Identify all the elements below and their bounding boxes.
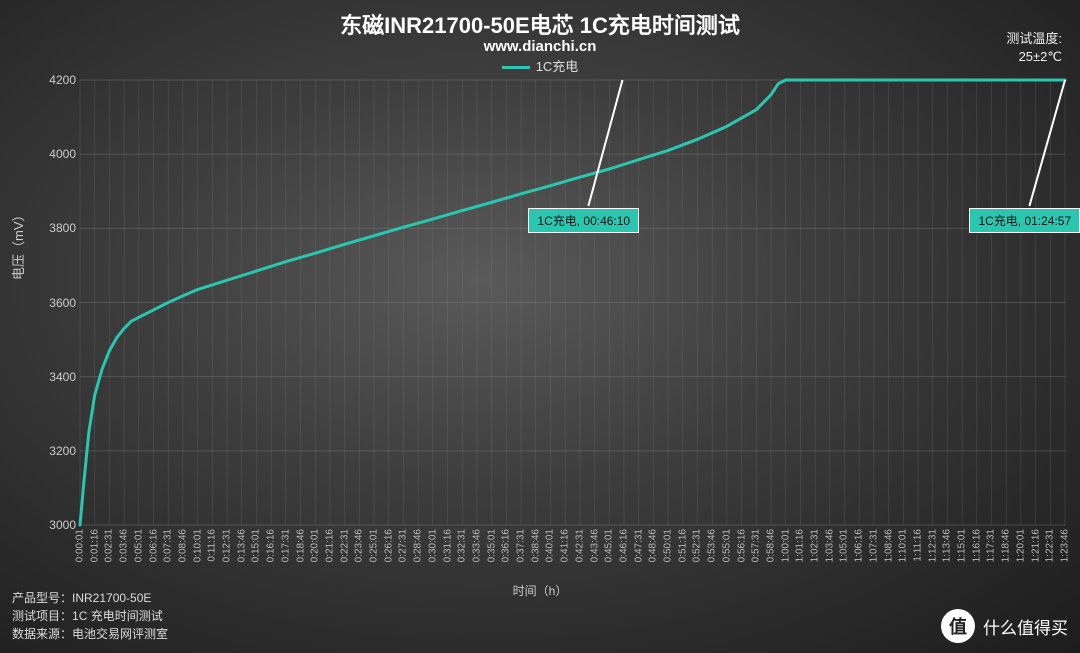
y-tick: 3600	[36, 296, 76, 310]
x-tick: 0:20:01	[310, 529, 321, 562]
x-tick: 0:12:31	[222, 529, 233, 562]
x-tick: 0:46:16	[618, 529, 629, 562]
y-tick: 4200	[36, 73, 76, 87]
x-tick: 0:52:31	[692, 529, 703, 562]
x-tick: 1:08:46	[883, 529, 894, 562]
x-tick: 0:56:16	[736, 529, 747, 562]
x-tick: 1:22:31	[1045, 529, 1056, 562]
x-tick: 1:10:01	[898, 529, 909, 562]
x-tick: 1:16:16	[971, 529, 982, 562]
x-tick: 1:15:01	[957, 529, 968, 562]
x-tick: 0:00:01	[75, 529, 86, 562]
x-tick: 0:58:46	[765, 529, 776, 562]
watermark-text: 什么值得买	[983, 614, 1068, 639]
x-tick: 1:12:31	[927, 529, 938, 562]
x-tick: 0:27:31	[398, 529, 409, 562]
annotation-label: 1C充电, 01:24:57	[969, 208, 1080, 233]
y-tick: 3800	[36, 221, 76, 235]
x-tick: 0:18:46	[295, 529, 306, 562]
x-tick: 1:05:01	[839, 529, 850, 562]
x-tick: 0:43:46	[589, 529, 600, 562]
x-tick: 0:16:16	[266, 529, 277, 562]
x-tick: 0:33:46	[471, 529, 482, 562]
y-tick: 4000	[36, 147, 76, 161]
footer-source-value: 电池交易网评测室	[72, 627, 168, 641]
x-tick: 0:36:16	[501, 529, 512, 562]
watermark-badge-icon: 值	[941, 609, 975, 643]
x-tick: 0:35:01	[486, 529, 497, 562]
x-tick: 1:00:01	[780, 529, 791, 562]
x-tick: 0:03:46	[119, 529, 130, 562]
plot-svg	[80, 80, 1065, 525]
x-tick: 0:40:01	[545, 529, 556, 562]
x-tick: 1:01:16	[795, 529, 806, 562]
x-tick: 0:41:16	[560, 529, 571, 562]
footer-info: 产品型号：INR21700-50E 测试项目：1C 充电时间测试 数据来源：电池…	[12, 589, 168, 643]
footer-source-label: 数据来源：	[12, 627, 72, 641]
annotation-label: 1C充电, 00:46:10	[528, 208, 639, 233]
x-tick: 0:21:16	[324, 529, 335, 562]
x-tick: 0:17:31	[280, 529, 291, 562]
x-tick: 1:02:31	[810, 529, 821, 562]
x-tick: 0:53:46	[707, 529, 718, 562]
x-tick: 1:03:46	[824, 529, 835, 562]
x-tick: 1:18:46	[1001, 529, 1012, 562]
x-tick: 0:28:46	[413, 529, 424, 562]
watermark: 值 什么值得买	[941, 609, 1068, 643]
x-tick: 0:15:01	[251, 529, 262, 562]
x-tick: 1:11:16	[912, 529, 923, 562]
x-tick: 0:51:16	[677, 529, 688, 562]
footer-test-label: 测试项目：	[12, 609, 72, 623]
x-tick: 0:37:31	[516, 529, 527, 562]
legend: 1C充电	[0, 56, 1080, 75]
y-tick: 3400	[36, 370, 76, 384]
x-tick: 0:05:01	[133, 529, 144, 562]
x-tick: 0:45:01	[604, 529, 615, 562]
x-tick: 0:48:46	[648, 529, 659, 562]
x-tick: 0:06:16	[148, 529, 159, 562]
x-tick: 1:13:46	[942, 529, 953, 562]
x-tick: 0:10:01	[192, 529, 203, 562]
plot-area	[80, 80, 1065, 525]
chart-title: 东磁INR21700-50E电芯 1C充电时间测试	[0, 8, 1080, 40]
temp-label: 测试温度:	[1006, 30, 1062, 48]
x-tick: 0:55:01	[721, 529, 732, 562]
y-tick: 3000	[36, 518, 76, 532]
footer-model-label: 产品型号：	[12, 591, 72, 605]
x-tick: 1:17:31	[986, 529, 997, 562]
x-tick: 0:08:46	[177, 529, 188, 562]
x-tick: 0:32:31	[457, 529, 468, 562]
x-tick: 1:21:16	[1030, 529, 1041, 562]
x-tick: 1:20:01	[1015, 529, 1026, 562]
x-tick: 0:13:46	[236, 529, 247, 562]
chart-subtitle: www.dianchi.cn	[0, 38, 1080, 55]
x-tick: 0:50:01	[663, 529, 674, 562]
x-tick: 0:25:01	[369, 529, 380, 562]
x-tick: 0:26:16	[383, 529, 394, 562]
y-axis-label: 电压（mV）	[8, 208, 27, 280]
x-tick: 0:23:46	[354, 529, 365, 562]
temperature-note: 测试温度: 25±2℃	[1006, 30, 1062, 66]
x-tick: 1:06:16	[854, 529, 865, 562]
legend-label: 1C充电	[536, 59, 579, 74]
x-tick: 1:07:31	[868, 529, 879, 562]
y-tick: 3200	[36, 444, 76, 458]
x-tick: 0:42:31	[574, 529, 585, 562]
legend-swatch	[502, 66, 530, 69]
x-tick: 0:07:31	[163, 529, 174, 562]
x-tick: 0:02:31	[104, 529, 115, 562]
x-tick: 0:22:31	[339, 529, 350, 562]
x-tick: 0:38:46	[530, 529, 541, 562]
x-tick: 0:31:16	[442, 529, 453, 562]
x-tick: 0:11:16	[207, 529, 218, 562]
x-tick: 0:01:16	[89, 529, 100, 562]
footer-model-value: INR21700-50E	[72, 591, 151, 605]
x-tick: 0:30:01	[427, 529, 438, 562]
temp-value: 25±2℃	[1006, 48, 1062, 66]
x-tick: 1:23:46	[1060, 529, 1071, 562]
x-tick: 0:57:31	[751, 529, 762, 562]
x-tick: 0:47:31	[633, 529, 644, 562]
footer-test-value: 1C 充电时间测试	[72, 609, 163, 623]
